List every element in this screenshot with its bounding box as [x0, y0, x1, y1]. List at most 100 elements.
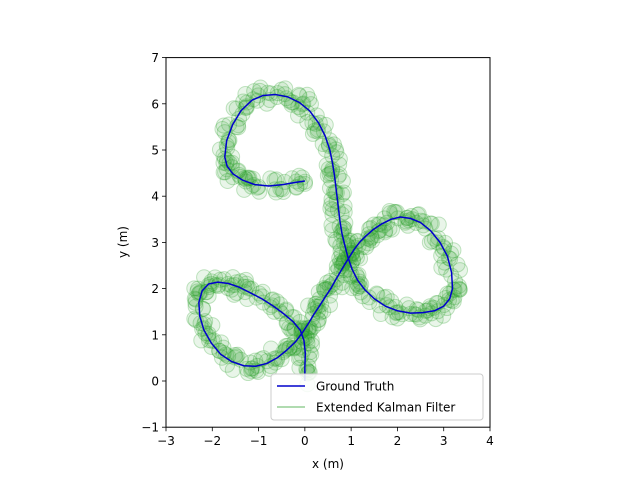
ekf-point: [307, 115, 324, 132]
ekf-point: [193, 332, 210, 349]
ekf-point: [412, 212, 429, 229]
x-tick-label: 2: [394, 434, 402, 448]
ekf-point: [293, 328, 310, 345]
ekf-point: [378, 297, 395, 314]
ekf-point: [243, 360, 260, 377]
ekf-point: [279, 337, 296, 354]
ekf-point: [322, 287, 339, 304]
ekf-point: [324, 201, 341, 218]
ekf-point: [291, 167, 308, 184]
ekf-point: [437, 289, 454, 306]
ekf-point: [295, 95, 312, 112]
ekf-point: [317, 141, 334, 158]
x-tick-label: 4: [486, 434, 494, 448]
ekf-point: [381, 220, 398, 237]
ekf-point: [226, 286, 243, 303]
ekf-point: [210, 276, 227, 293]
ekf-point: [236, 181, 253, 198]
ekf-point: [358, 239, 375, 256]
ekf-point: [372, 306, 389, 323]
ekf-point: [331, 156, 348, 173]
ekf-point: [417, 220, 434, 237]
ekf-point: [336, 204, 353, 221]
ekf-point: [286, 319, 303, 336]
ekf-point: [228, 274, 245, 291]
ekf-point: [352, 278, 369, 295]
ground-truth-line: [198, 93, 454, 381]
ekf-point: [284, 308, 301, 325]
ekf-point: [336, 198, 353, 215]
ekf-point: [262, 85, 279, 102]
ekf-point: [301, 344, 318, 361]
ekf-point: [332, 242, 349, 259]
ekf-point: [192, 315, 209, 332]
ekf-point: [206, 332, 223, 349]
ekf-point: [243, 178, 260, 195]
ekf-point: [218, 152, 235, 169]
ekf-point: [262, 92, 279, 109]
ekf-point: [382, 205, 399, 222]
ekf-point: [409, 206, 426, 223]
ekf-point: [335, 254, 352, 271]
ekf-point: [301, 91, 318, 108]
ekf-point: [228, 348, 245, 365]
ekf-point: [328, 144, 345, 161]
ekf-point: [252, 79, 269, 96]
ekf-point: [388, 204, 405, 221]
ground-truth-series: [198, 93, 454, 381]
y-tick-label: 5: [151, 144, 159, 158]
ekf-point: [426, 230, 443, 247]
ekf-point: [319, 281, 336, 298]
ekf-point: [229, 346, 246, 363]
ekf-point: [237, 99, 254, 116]
ekf-point: [323, 216, 340, 233]
y-tick-label: 0: [151, 375, 159, 389]
ekf-point: [331, 166, 348, 183]
x-tick-label: −3: [157, 434, 175, 448]
ekf-point: [262, 358, 279, 375]
ekf-point: [359, 230, 376, 247]
ekf-point: [369, 227, 386, 244]
ekf-point: [331, 250, 348, 267]
ekf-point: [254, 288, 271, 305]
ekf-point: [214, 121, 231, 138]
ekf-point: [361, 220, 378, 237]
ekf-point: [200, 325, 217, 342]
ekf-point: [273, 81, 290, 98]
ekf-point: [300, 297, 317, 314]
ekf-point: [402, 306, 419, 323]
ekf-point: [285, 340, 302, 357]
ekf-point: [452, 262, 469, 279]
ekf-point: [269, 85, 286, 102]
ekf-point: [450, 278, 467, 295]
x-tick-label: 3: [440, 434, 448, 448]
ekf-point: [248, 362, 265, 379]
legend-label-ground-truth: Ground Truth: [316, 380, 394, 394]
ekf-point: [323, 191, 340, 208]
ekf-point: [292, 175, 309, 192]
x-tick-label: −1: [250, 434, 268, 448]
ekf-point: [228, 284, 245, 301]
ekf-point: [224, 169, 241, 186]
x-tick-label: −2: [203, 434, 221, 448]
ekf-point: [263, 340, 280, 357]
ekf-point: [286, 320, 303, 337]
ekf-point: [220, 131, 237, 148]
ekf-point: [299, 113, 316, 130]
ekf-point: [327, 141, 344, 158]
ekf-point: [300, 319, 317, 336]
ekf-point: [352, 250, 369, 267]
ekf-point: [238, 94, 255, 111]
ekf-point: [231, 110, 248, 127]
y-tick-label: −1: [141, 421, 159, 435]
ekf-point: [223, 277, 240, 294]
ekf-point: [378, 288, 395, 305]
ekf-point: [198, 284, 214, 301]
ekf-point: [377, 222, 394, 239]
ekf-point: [292, 349, 309, 366]
ekf-point: [406, 306, 423, 323]
ekf-point: [255, 294, 272, 311]
x-axis-label: x (m): [312, 457, 344, 471]
ekf-point: [243, 280, 260, 297]
